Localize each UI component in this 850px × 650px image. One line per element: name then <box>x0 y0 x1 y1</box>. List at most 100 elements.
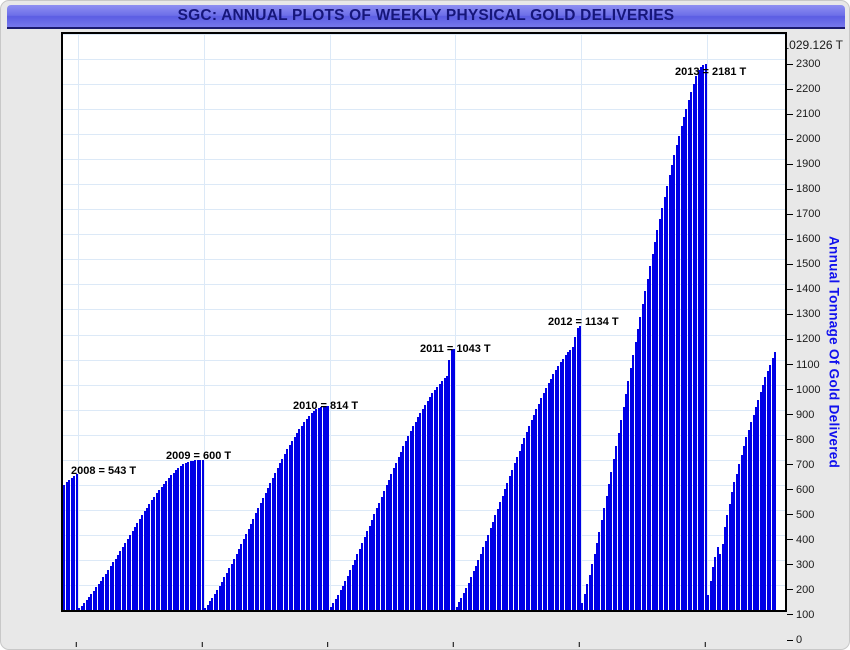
bar <box>769 364 772 610</box>
bar <box>421 408 424 610</box>
y-axis-tick: 1700 <box>787 208 820 220</box>
bar <box>547 383 550 610</box>
bar <box>354 559 357 610</box>
gridline-horizontal <box>63 209 785 211</box>
bar <box>680 126 683 610</box>
y-axis-tickmark <box>787 238 793 240</box>
bar <box>121 546 124 610</box>
bar <box>407 436 410 610</box>
bar <box>281 458 284 610</box>
gridline-horizontal <box>63 559 785 561</box>
gridline-horizontal <box>63 234 785 236</box>
bar <box>477 559 480 610</box>
bar <box>68 479 71 610</box>
gridline-horizontal <box>63 284 785 286</box>
bar <box>656 230 659 610</box>
y-axis-tick-label: 300 <box>796 558 815 571</box>
bar <box>482 547 485 610</box>
y-axis-tick-label: 2200 <box>796 83 821 96</box>
bar <box>412 426 415 610</box>
bar <box>513 463 516 610</box>
bar <box>455 606 458 610</box>
bar <box>138 518 141 610</box>
bar <box>310 413 313 610</box>
gridline-horizontal <box>63 484 785 486</box>
y-axis-tick: 200 <box>787 584 814 596</box>
bar <box>678 135 681 610</box>
bar <box>764 377 767 610</box>
bar <box>666 185 669 610</box>
x-axis-tick: 2012 <box>441 642 465 649</box>
bar <box>695 76 698 610</box>
bar <box>470 577 473 610</box>
bar <box>172 472 175 610</box>
bar <box>484 541 487 610</box>
bar <box>358 548 361 610</box>
bar <box>370 519 373 610</box>
bar <box>757 399 760 610</box>
bar <box>199 459 202 610</box>
bar <box>80 605 83 610</box>
bar <box>129 534 132 610</box>
bar <box>496 508 499 610</box>
y-axis-tickmark <box>787 414 793 416</box>
bar <box>276 468 279 610</box>
bar <box>699 66 702 610</box>
bar <box>337 594 340 610</box>
bar <box>634 342 637 610</box>
bar <box>141 515 144 610</box>
y-axis-tickmark <box>787 389 793 391</box>
y-axis-tick-label: 1600 <box>796 233 821 246</box>
bar <box>146 507 149 610</box>
bar <box>610 471 613 610</box>
bar <box>279 463 282 610</box>
bar <box>622 407 625 610</box>
bar <box>441 381 444 610</box>
gridline-vertical <box>203 34 205 610</box>
annotation-2009: 2009 = 600 T <box>166 450 232 462</box>
bar <box>356 554 359 610</box>
bar <box>569 349 572 610</box>
bar <box>719 553 722 610</box>
chart-area: Jul-18 2014 Latest Year = 1029.126 T 200… <box>1 31 849 649</box>
bar <box>375 508 378 610</box>
bar <box>264 492 267 610</box>
bar <box>368 525 371 610</box>
y-axis-tick-label: 600 <box>796 483 815 496</box>
gridline-horizontal <box>63 159 785 161</box>
bar <box>540 398 543 610</box>
bar <box>179 466 182 610</box>
bar <box>489 528 492 610</box>
bar <box>206 604 209 610</box>
bar <box>213 593 216 610</box>
bar <box>462 592 465 610</box>
annotation-2012: 2012 = 1134 T <box>548 316 619 328</box>
bar <box>225 572 228 610</box>
bar <box>576 328 579 610</box>
bar <box>549 378 552 610</box>
bar <box>155 493 158 610</box>
bar <box>85 599 88 610</box>
y-axis-tick-label: 500 <box>796 508 815 521</box>
bar <box>70 477 73 610</box>
bar <box>257 508 260 610</box>
y-axis-tick-label: 2300 <box>796 58 821 70</box>
bar <box>182 464 185 610</box>
bar <box>380 496 383 610</box>
bar <box>143 511 146 610</box>
gridline-horizontal <box>63 134 785 136</box>
bar <box>298 429 301 610</box>
gridline-horizontal <box>63 109 785 111</box>
bar <box>317 407 320 610</box>
bar <box>687 100 690 610</box>
bar <box>65 482 68 610</box>
y-axis-tickmark <box>787 288 793 290</box>
y-axis-tick: 300 <box>787 559 814 571</box>
bar <box>445 375 448 610</box>
y-axis-tick-label: 1100 <box>796 358 820 371</box>
bar <box>136 522 139 610</box>
gridline-horizontal <box>63 434 785 436</box>
bar <box>605 496 608 610</box>
bar <box>228 568 231 610</box>
bar <box>670 164 673 610</box>
